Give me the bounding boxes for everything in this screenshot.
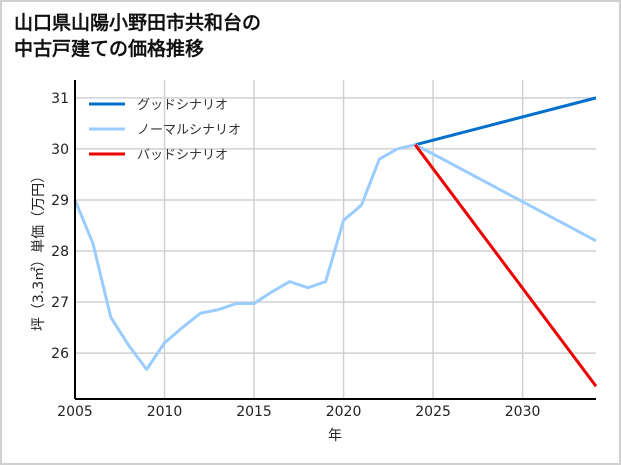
x-tick-label: 2020 (326, 404, 362, 420)
y-tick-label: 26 (51, 346, 69, 362)
legend-label: グッドシナリオ (137, 98, 228, 113)
y-tick-label: 28 (51, 244, 69, 260)
y-tick-label: 27 (51, 295, 69, 311)
legend-label: バッドシナリオ (137, 148, 228, 163)
series-line-2 (413, 143, 598, 388)
series-line-1 (73, 143, 597, 371)
title-line-2: 中古戸建ての価格推移 (14, 38, 205, 60)
y-tick-label: 30 (51, 142, 69, 158)
x-tick-label: 2025 (415, 404, 451, 420)
x-axis-label: 年 (328, 428, 342, 444)
x-tick-label: 2015 (236, 404, 272, 420)
x-tick-label: 2005 (57, 404, 93, 420)
y-tick-label: 29 (51, 193, 69, 209)
x-tick-label: 2030 (505, 404, 541, 420)
title-line-1: 山口県山陽小野田市共和台の (14, 12, 262, 34)
chart-title: 山口県山陽小野田市共和台の 中古戸建ての価格推移 (14, 10, 261, 62)
y-axis-label: 坪（3.3㎡）単価（万円） (31, 169, 47, 331)
y-tick-label: 31 (51, 91, 69, 107)
series-line-0 (414, 96, 597, 147)
legend-label: ノーマルシナリオ (137, 123, 241, 138)
x-tick-label: 2010 (147, 404, 183, 420)
